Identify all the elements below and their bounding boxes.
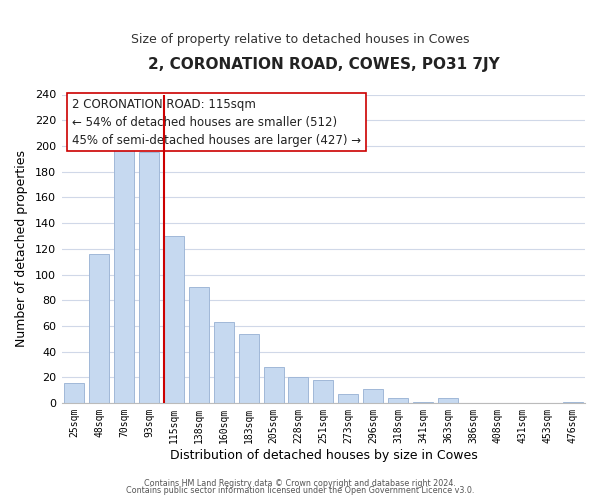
Bar (338, 394, 358, 403)
Bar (114, 148, 134, 403)
Bar (563, 402, 583, 403)
Text: 2 CORONATION ROAD: 115sqm
← 54% of detached houses are smaller (512)
45% of semi: 2 CORONATION ROAD: 115sqm ← 54% of detac… (72, 98, 361, 146)
Bar (189, 288, 209, 403)
Bar (363, 389, 383, 403)
Bar (313, 380, 334, 403)
Bar (289, 378, 308, 403)
Text: Contains HM Land Registry data © Crown copyright and database right 2024.: Contains HM Land Registry data © Crown c… (144, 478, 456, 488)
Bar (388, 398, 408, 403)
Bar (239, 334, 259, 403)
Bar (263, 367, 284, 403)
Text: Size of property relative to detached houses in Cowes: Size of property relative to detached ho… (131, 32, 469, 46)
Bar (438, 398, 458, 403)
X-axis label: Distribution of detached houses by size in Cowes: Distribution of detached houses by size … (170, 450, 477, 462)
Y-axis label: Number of detached properties: Number of detached properties (15, 150, 28, 348)
Bar (139, 152, 159, 403)
Bar (89, 254, 109, 403)
Bar (214, 322, 233, 403)
Text: Contains public sector information licensed under the Open Government Licence v3: Contains public sector information licen… (126, 486, 474, 495)
Title: 2, CORONATION ROAD, COWES, PO31 7JY: 2, CORONATION ROAD, COWES, PO31 7JY (148, 58, 499, 72)
Bar (164, 236, 184, 403)
Bar (64, 382, 84, 403)
Bar (413, 402, 433, 403)
